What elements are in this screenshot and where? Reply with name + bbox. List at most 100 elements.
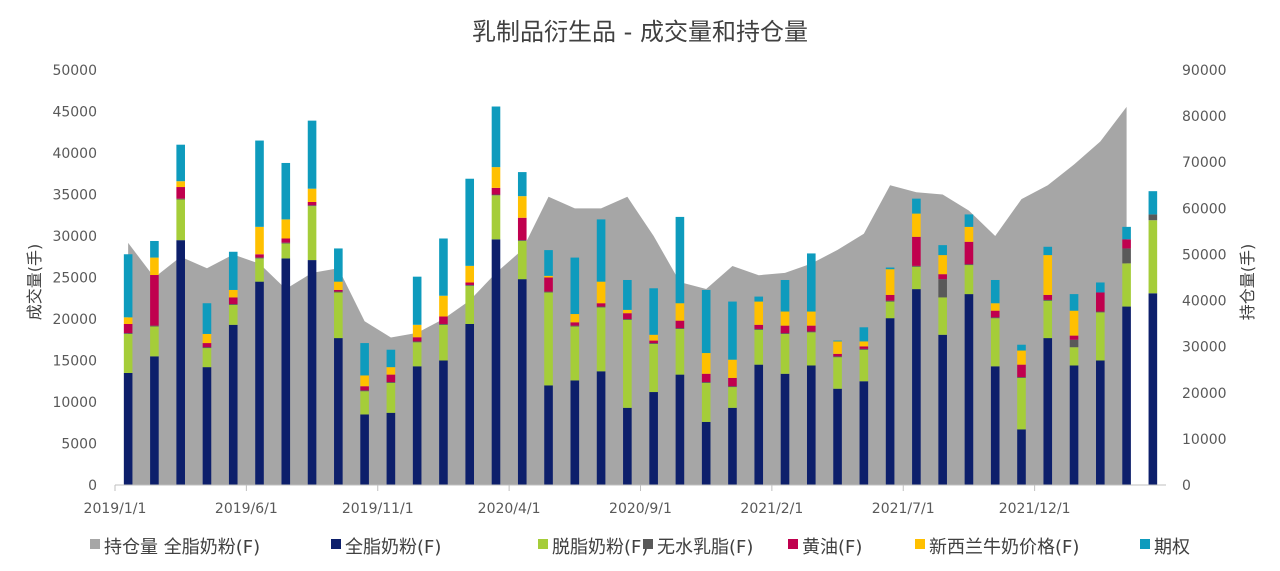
bar-series3-29: [885, 294, 895, 301]
bar-series4-14: [491, 167, 501, 188]
bar-series0-15: [517, 279, 527, 485]
bar-series0-36: [1069, 365, 1079, 485]
bar-series0-8: [334, 338, 343, 485]
bar-series0-2: [176, 240, 185, 485]
bar-series4-4: [228, 289, 238, 298]
bar-series5-14: [491, 106, 501, 168]
bar-series1-21: [675, 328, 685, 375]
y2-tick-label: 30000: [1182, 340, 1227, 356]
bar-series5-22: [701, 289, 711, 354]
bar-series5-23: [728, 301, 737, 360]
bar-series2-29: [885, 300, 895, 302]
x-tick-label: 2021/12/1: [999, 501, 1071, 517]
bar-series4-11: [412, 324, 422, 338]
bar-series5-8: [334, 248, 343, 282]
bar-series1-0: [123, 333, 133, 373]
bar-series3-0: [123, 323, 133, 334]
bar-series3-5: [255, 254, 264, 258]
bar-series3-25: [780, 325, 790, 334]
bar-series4-34: [1017, 350, 1026, 365]
chart-title: 乳制品衍生品 - 成交量和持仓量: [472, 18, 808, 46]
bar-series2-6: [281, 242, 291, 244]
y-tick-label: 15000: [52, 354, 97, 370]
bar-series3-34: [1017, 364, 1026, 378]
bar-series5-33: [990, 279, 1000, 304]
bar-series5-31: [938, 245, 947, 256]
bar-series1-16: [544, 292, 553, 386]
bar-series1-25: [780, 333, 790, 374]
bar-series2-8: [334, 291, 343, 293]
y2-tick-label: 70000: [1182, 155, 1227, 171]
bar-series0-4: [228, 324, 238, 485]
y-tick-label: 20000: [52, 312, 97, 328]
y-tick-label: 25000: [52, 271, 97, 287]
bar-series2-9: [360, 390, 369, 392]
bar-series5-39: [1148, 191, 1158, 215]
bar-series3-7: [307, 201, 317, 206]
y2-tick-label: 90000: [1182, 63, 1227, 79]
bar-series5-37: [1096, 282, 1105, 293]
bar-series3-23: [728, 377, 737, 387]
bar-series2-22: [701, 382, 711, 383]
y2-tick-label: 60000: [1182, 201, 1227, 217]
bar-series2-33: [990, 317, 1000, 319]
bar-series1-6: [281, 243, 291, 259]
bar-series4-0: [123, 317, 133, 324]
bar-series0-6: [281, 258, 291, 485]
bar-series2-1: [150, 325, 159, 327]
bar-series2-17: [570, 325, 580, 327]
bar-series1-31: [938, 297, 947, 335]
bar-series5-29: [885, 267, 895, 270]
bar-series4-33: [990, 303, 1000, 311]
bar-series4-25: [780, 311, 790, 326]
bar-series4-17: [570, 314, 580, 323]
bar-series5-24: [754, 296, 764, 302]
bar-series1-2: [176, 199, 185, 241]
y2-tick-label: 80000: [1182, 109, 1227, 125]
bar-series0-14: [491, 239, 501, 485]
bar-series2-15: [517, 240, 527, 241]
bar-series5-7: [307, 120, 317, 189]
bar-series1-3: [202, 348, 212, 368]
y-tick-label: 0: [88, 478, 97, 494]
bar-series4-12: [439, 295, 448, 317]
bar-series2-35: [1043, 299, 1053, 301]
bar-series3-9: [360, 386, 369, 391]
bar-series4-13: [465, 265, 475, 283]
bar-series3-19: [623, 313, 632, 319]
y2-tick-label: 0: [1182, 478, 1191, 494]
bar-series1-32: [964, 265, 974, 295]
bar-series2-28: [859, 348, 869, 350]
bar-series1-33: [990, 318, 1000, 367]
bar-series3-26: [806, 325, 816, 332]
bar-series3-3: [202, 343, 212, 348]
bar-series2-3: [202, 347, 212, 349]
bar-series0-34: [1017, 429, 1026, 485]
bar-series4-30: [912, 213, 921, 237]
bar-series1-19: [623, 319, 632, 408]
bar-series3-31: [938, 274, 947, 280]
bar-series4-27: [833, 341, 842, 354]
bar-series4-20: [649, 334, 658, 341]
bar-series1-26: [806, 332, 816, 366]
bar-series5-6: [281, 162, 291, 220]
bar-series3-10: [386, 374, 396, 383]
legend-label: 黄油(F): [802, 537, 862, 558]
bar-series1-5: [255, 258, 264, 282]
bar-series2-30: [912, 265, 921, 267]
bar-series3-33: [990, 310, 1000, 318]
bar-series4-9: [360, 375, 369, 387]
bar-series1-27: [833, 357, 842, 389]
bar-series3-36: [1069, 335, 1079, 340]
legend-label: 无水乳脂(F): [657, 537, 753, 558]
bar-series3-17: [570, 322, 580, 326]
legend-swatch: [538, 539, 548, 549]
bar-series5-36: [1069, 294, 1079, 311]
bar-series0-33: [990, 366, 1000, 485]
bar-series4-10: [386, 367, 396, 375]
bar-series4-32: [964, 226, 974, 242]
bar-series5-17: [570, 257, 580, 315]
bar-series5-9: [360, 343, 369, 376]
bar-series1-17: [570, 326, 580, 381]
bar-series2-14: [491, 194, 501, 196]
